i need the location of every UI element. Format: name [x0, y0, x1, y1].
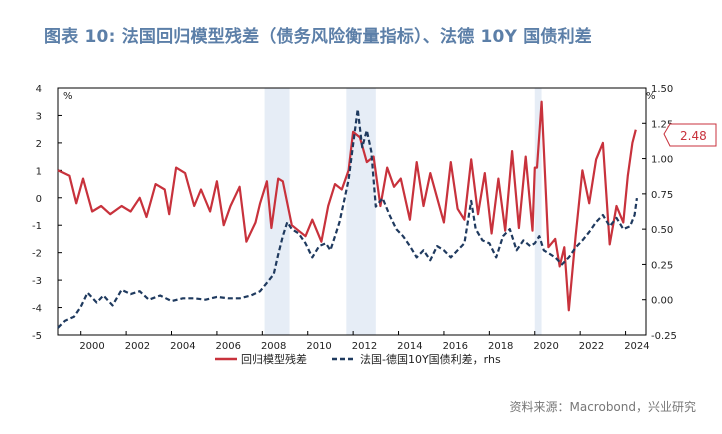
x-tick-label: 2012	[352, 341, 377, 352]
x-tick-label: 2014	[397, 341, 422, 352]
series-line-residual	[57, 100, 637, 312]
left-tick-label: -3	[32, 276, 42, 287]
left-tick-label: -5	[32, 331, 42, 342]
x-tick-label: 2020	[533, 341, 558, 352]
right-tick-label: 0.50	[651, 225, 673, 236]
right-axis-unit: %	[646, 91, 656, 102]
x-axis: 2000 2002 2004 2006 2008 2010 2012 2014 2016 2018…	[79, 331, 650, 352]
shaded-period-0	[264, 88, 290, 335]
plot-frame	[57, 87, 647, 336]
x-tick-label: 2006	[216, 341, 241, 352]
x-tick-label: 2016	[443, 341, 468, 352]
chart-title: 图表 10: 法国回归模型残差（债务风险衡量指标）、法德 10Y 国债利差	[44, 27, 592, 47]
right-tick-label: 1.25	[651, 119, 673, 130]
left-tick-label: -2	[32, 249, 42, 260]
left-tick-label: 4	[36, 84, 42, 95]
left-axis-unit: %	[63, 91, 73, 102]
x-tick-label: 2004	[170, 341, 195, 352]
x-tick-label: 2000	[79, 341, 104, 352]
left-tick-label: -4	[32, 304, 42, 315]
right-tick-label: -0.25	[651, 331, 677, 342]
left-tick-label: 2	[36, 139, 42, 150]
x-tick-label: 2018	[488, 341, 513, 352]
shaded-periods	[264, 88, 542, 335]
left-axis: 4 3 2 1 0 -1 -2 -3 -4 -5	[32, 84, 62, 342]
legend: 回归模型残差 法国-德国10Y国债利差，rhs	[215, 352, 501, 366]
right-axis: 1.50 1.25 1.00 0.75 0.50 0.25 0.00 -0.25	[642, 84, 677, 342]
shaded-period-1	[346, 88, 376, 335]
right-tick-label: 0.25	[651, 260, 673, 271]
right-tick-label: 0.00	[651, 296, 673, 307]
shaded-period-2	[534, 88, 542, 335]
legend-label-spread: 法国-德国10Y国债利差，rhs	[360, 352, 501, 366]
right-tick-label: 0.75	[651, 190, 673, 201]
x-tick-label: 2022	[579, 341, 604, 352]
left-tick-label: 0	[36, 194, 42, 205]
last-value-callout: 2.48	[663, 123, 717, 147]
series-lines	[57, 100, 638, 329]
x-tick-label: 2010	[306, 341, 331, 352]
series-line-spread	[57, 108, 638, 329]
x-tick-label: 2024	[624, 341, 649, 352]
x-tick-label: 2008	[261, 341, 286, 352]
source-note: 资料来源：Macrobond，兴业研究	[509, 400, 697, 414]
x-tick-label: 2002	[125, 341, 150, 352]
legend-label-residual: 回归模型残差	[241, 352, 307, 366]
callout-label: 2.48	[680, 129, 707, 143]
right-tick-label: 1.50	[651, 84, 673, 95]
left-tick-label: 3	[36, 111, 42, 122]
left-tick-label: -1	[32, 221, 42, 232]
left-tick-label: 1	[36, 166, 42, 177]
right-tick-label: 1.00	[651, 155, 673, 166]
callout-box	[663, 123, 717, 147]
